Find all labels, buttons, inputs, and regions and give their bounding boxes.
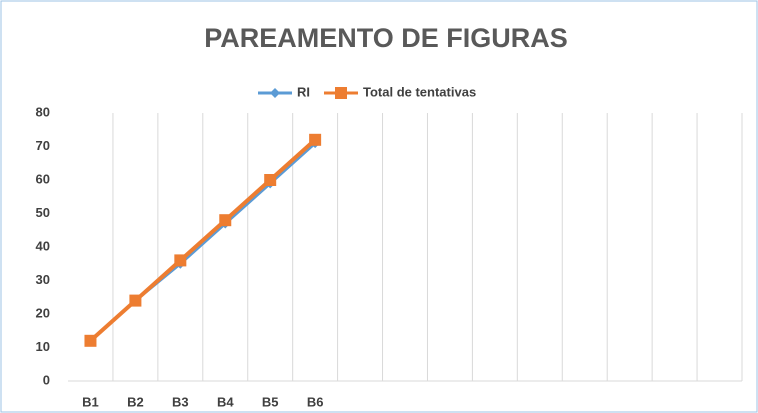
y-tick-label: 30	[36, 272, 50, 287]
legend-label: Total de tentativas	[363, 84, 476, 99]
marker	[264, 174, 277, 186]
y-tick-label: 10	[36, 339, 50, 354]
y-tick-label: 60	[36, 171, 50, 186]
y-tick-label: 40	[36, 238, 50, 253]
y-tick-label: 70	[36, 138, 50, 153]
marker	[219, 214, 232, 227]
x-tick-label: B3	[172, 394, 189, 409]
y-tick-label: 0	[43, 372, 50, 387]
legend-label: RI	[297, 84, 310, 99]
marker	[335, 87, 347, 99]
y-tick-label: 20	[36, 305, 50, 320]
y-tick-label: 50	[36, 205, 50, 220]
marker	[270, 88, 280, 98]
series-line	[89, 138, 317, 343]
marker	[174, 254, 187, 267]
chart-title: PAREAMENTO DE FIGURAS	[204, 23, 568, 53]
marker	[309, 133, 322, 146]
x-tick-label: B6	[307, 394, 324, 409]
x-tick-label: B4	[217, 394, 234, 409]
x-tick-label: B2	[127, 394, 144, 409]
y-tick-label: 80	[36, 104, 50, 119]
x-tick-label: B5	[262, 394, 279, 409]
x-tick-label: B1	[82, 394, 99, 409]
marker	[129, 294, 142, 307]
marker	[84, 334, 97, 347]
